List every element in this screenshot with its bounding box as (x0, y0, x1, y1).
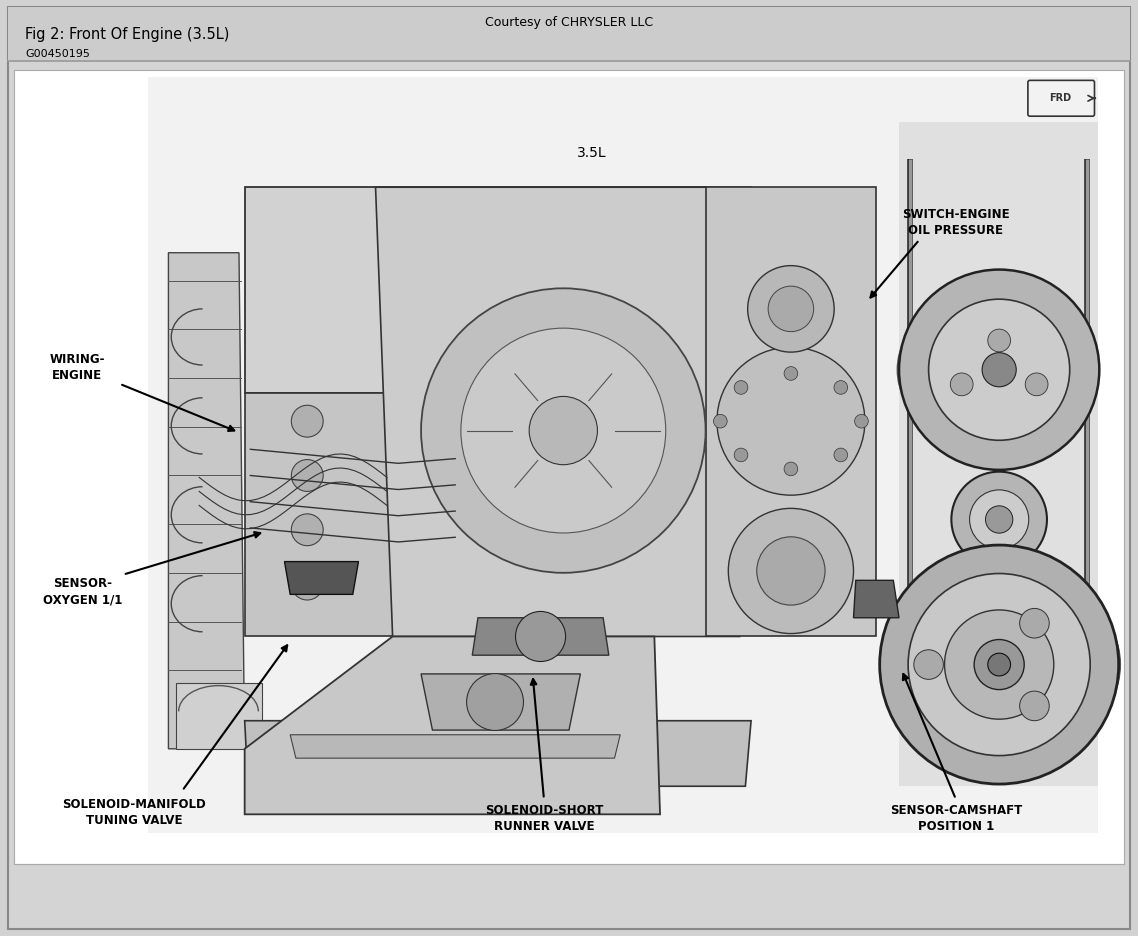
Circle shape (834, 381, 848, 394)
Circle shape (970, 490, 1029, 549)
Circle shape (950, 373, 973, 396)
Polygon shape (706, 187, 876, 636)
Circle shape (461, 329, 666, 533)
Polygon shape (376, 187, 751, 636)
Circle shape (951, 472, 1047, 567)
Circle shape (914, 650, 943, 680)
Circle shape (855, 415, 868, 428)
Polygon shape (176, 683, 262, 749)
Text: SOLENOID-MANIFOLD
TUNING VALVE: SOLENOID-MANIFOLD TUNING VALVE (63, 798, 206, 826)
Text: G00450195: G00450195 (25, 50, 90, 59)
Circle shape (529, 397, 597, 464)
Circle shape (908, 574, 1090, 755)
Circle shape (988, 329, 1011, 352)
Circle shape (929, 300, 1070, 440)
Circle shape (291, 460, 323, 491)
Circle shape (734, 448, 748, 461)
Circle shape (784, 462, 798, 475)
Text: SENSOR-CAMSHAFT
POSITION 1: SENSOR-CAMSHAFT POSITION 1 (890, 804, 1022, 832)
Circle shape (974, 639, 1024, 690)
Circle shape (982, 353, 1016, 387)
Circle shape (734, 381, 748, 394)
Text: Fig 2: Front Of Engine (3.5L): Fig 2: Front Of Engine (3.5L) (25, 27, 230, 42)
Text: Courtesy of CHRYSLER LLC: Courtesy of CHRYSLER LLC (485, 16, 653, 29)
Circle shape (714, 415, 727, 428)
Bar (14, 70, 1124, 864)
Polygon shape (245, 393, 393, 636)
Circle shape (291, 514, 323, 546)
Circle shape (748, 266, 834, 352)
Circle shape (467, 674, 523, 730)
Text: SENSOR-
OXYGEN 1/1: SENSOR- OXYGEN 1/1 (43, 578, 123, 606)
Text: WIRING-
ENGINE: WIRING- ENGINE (50, 354, 105, 382)
Polygon shape (245, 187, 706, 393)
Polygon shape (245, 721, 751, 786)
Circle shape (768, 286, 814, 331)
Circle shape (986, 505, 1013, 534)
Circle shape (1025, 373, 1048, 396)
Circle shape (834, 448, 848, 461)
Circle shape (728, 508, 854, 634)
Text: SOLENOID-SHORT
RUNNER VALVE: SOLENOID-SHORT RUNNER VALVE (485, 804, 603, 832)
Text: SWITCH-ENGINE
OIL PRESSURE: SWITCH-ENGINE OIL PRESSURE (902, 209, 1009, 237)
Circle shape (757, 537, 825, 605)
Circle shape (717, 347, 865, 495)
Circle shape (945, 610, 1054, 719)
Polygon shape (245, 636, 660, 814)
Polygon shape (284, 562, 358, 594)
Circle shape (880, 545, 1119, 784)
Polygon shape (148, 77, 1098, 833)
Circle shape (784, 367, 798, 380)
Circle shape (421, 288, 706, 573)
Text: 3.5L: 3.5L (577, 146, 607, 159)
Bar (8, 7, 1130, 61)
Polygon shape (854, 580, 899, 618)
Text: FRD: FRD (1049, 94, 1072, 103)
Circle shape (516, 611, 566, 662)
Circle shape (1020, 608, 1049, 638)
Circle shape (1020, 691, 1049, 721)
Polygon shape (168, 253, 245, 749)
Polygon shape (472, 618, 609, 655)
Polygon shape (421, 674, 580, 730)
Circle shape (988, 653, 1011, 676)
Polygon shape (899, 122, 1098, 786)
Polygon shape (290, 735, 620, 758)
Circle shape (899, 270, 1099, 470)
Circle shape (291, 568, 323, 600)
Circle shape (291, 405, 323, 437)
